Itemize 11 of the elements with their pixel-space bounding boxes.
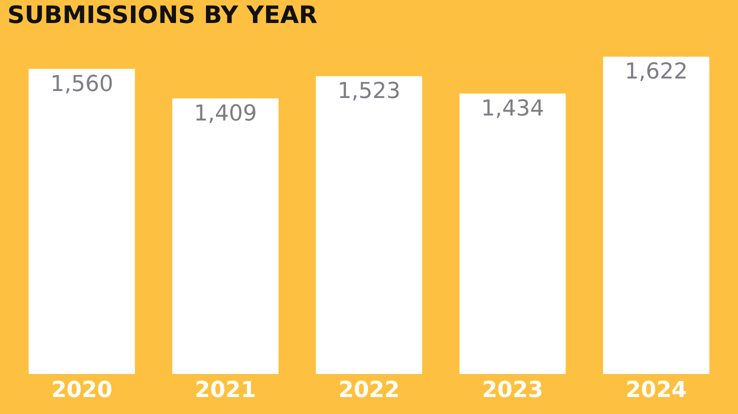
x-tick-label: 2023 (482, 378, 544, 403)
data-label: 1,523 (338, 79, 400, 104)
x-tick-label: 2020 (51, 378, 112, 403)
data-label: 1,409 (194, 101, 257, 126)
chart-title: SUBMISSIONS BY YEAR (7, 1, 318, 30)
x-tick-label: 2022 (338, 378, 400, 403)
data-label: 1,622 (624, 60, 688, 85)
data-label: 1,560 (50, 72, 114, 97)
data-label: 1,434 (481, 96, 544, 122)
x-tick-label: 2021 (194, 378, 256, 403)
x-tick-label: 2024 (626, 378, 687, 403)
